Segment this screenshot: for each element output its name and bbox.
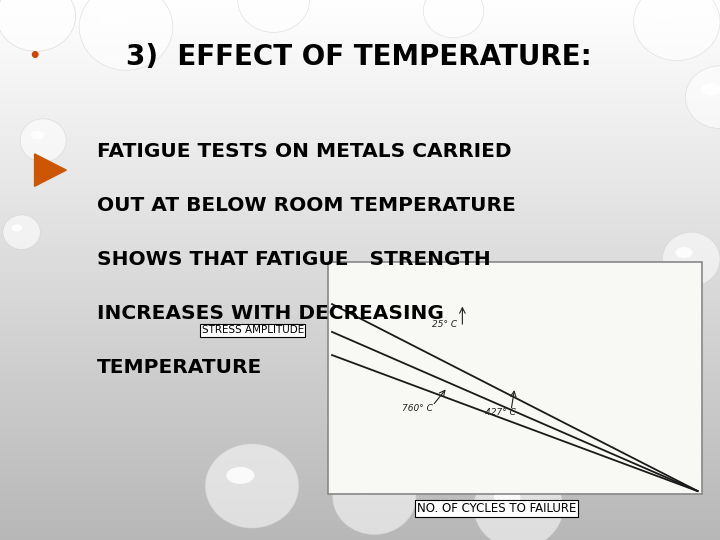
Ellipse shape xyxy=(634,0,720,60)
Polygon shape xyxy=(35,154,66,186)
Ellipse shape xyxy=(662,232,720,286)
Ellipse shape xyxy=(423,0,484,38)
Text: 427° C: 427° C xyxy=(485,408,516,417)
Text: •: • xyxy=(28,47,41,66)
Ellipse shape xyxy=(30,131,45,139)
Ellipse shape xyxy=(333,459,416,535)
Ellipse shape xyxy=(675,247,693,258)
Text: OUT AT BELOW ROOM TEMPERATURE: OUT AT BELOW ROOM TEMPERATURE xyxy=(97,195,516,215)
Ellipse shape xyxy=(701,83,720,96)
Ellipse shape xyxy=(20,119,66,162)
Text: TEMPERATURE: TEMPERATURE xyxy=(97,357,263,377)
Ellipse shape xyxy=(238,0,310,32)
Text: FATIGUE TESTS ON METALS CARRIED: FATIGUE TESTS ON METALS CARRIED xyxy=(97,141,512,161)
Text: STRESS AMPLITUDE: STRESS AMPLITUDE xyxy=(202,326,304,335)
Ellipse shape xyxy=(685,66,720,129)
Ellipse shape xyxy=(629,369,642,377)
Text: INCREASES WITH DECREASING: INCREASES WITH DECREASING xyxy=(97,303,444,323)
Ellipse shape xyxy=(619,357,662,399)
Ellipse shape xyxy=(0,0,76,51)
Ellipse shape xyxy=(494,489,521,505)
Ellipse shape xyxy=(653,4,679,19)
Ellipse shape xyxy=(100,8,128,25)
Ellipse shape xyxy=(437,0,455,10)
Text: SHOWS THAT FATIGUE   STRENGTH: SHOWS THAT FATIGUE STRENGTH xyxy=(97,249,491,269)
Text: 3)  EFFECT OF TEMPERATURE:: 3) EFFECT OF TEMPERATURE: xyxy=(126,43,592,71)
Ellipse shape xyxy=(226,467,254,484)
Ellipse shape xyxy=(14,1,38,15)
FancyBboxPatch shape xyxy=(328,262,702,494)
Ellipse shape xyxy=(205,444,299,528)
Ellipse shape xyxy=(351,480,377,495)
Ellipse shape xyxy=(79,0,173,70)
Ellipse shape xyxy=(3,215,40,249)
Ellipse shape xyxy=(12,225,22,231)
Text: 25° C: 25° C xyxy=(433,320,457,329)
Text: 760° C: 760° C xyxy=(402,403,433,413)
Text: NO. OF CYCLES TO FAILURE: NO. OF CYCLES TO FAILURE xyxy=(417,502,577,515)
Ellipse shape xyxy=(474,467,563,540)
